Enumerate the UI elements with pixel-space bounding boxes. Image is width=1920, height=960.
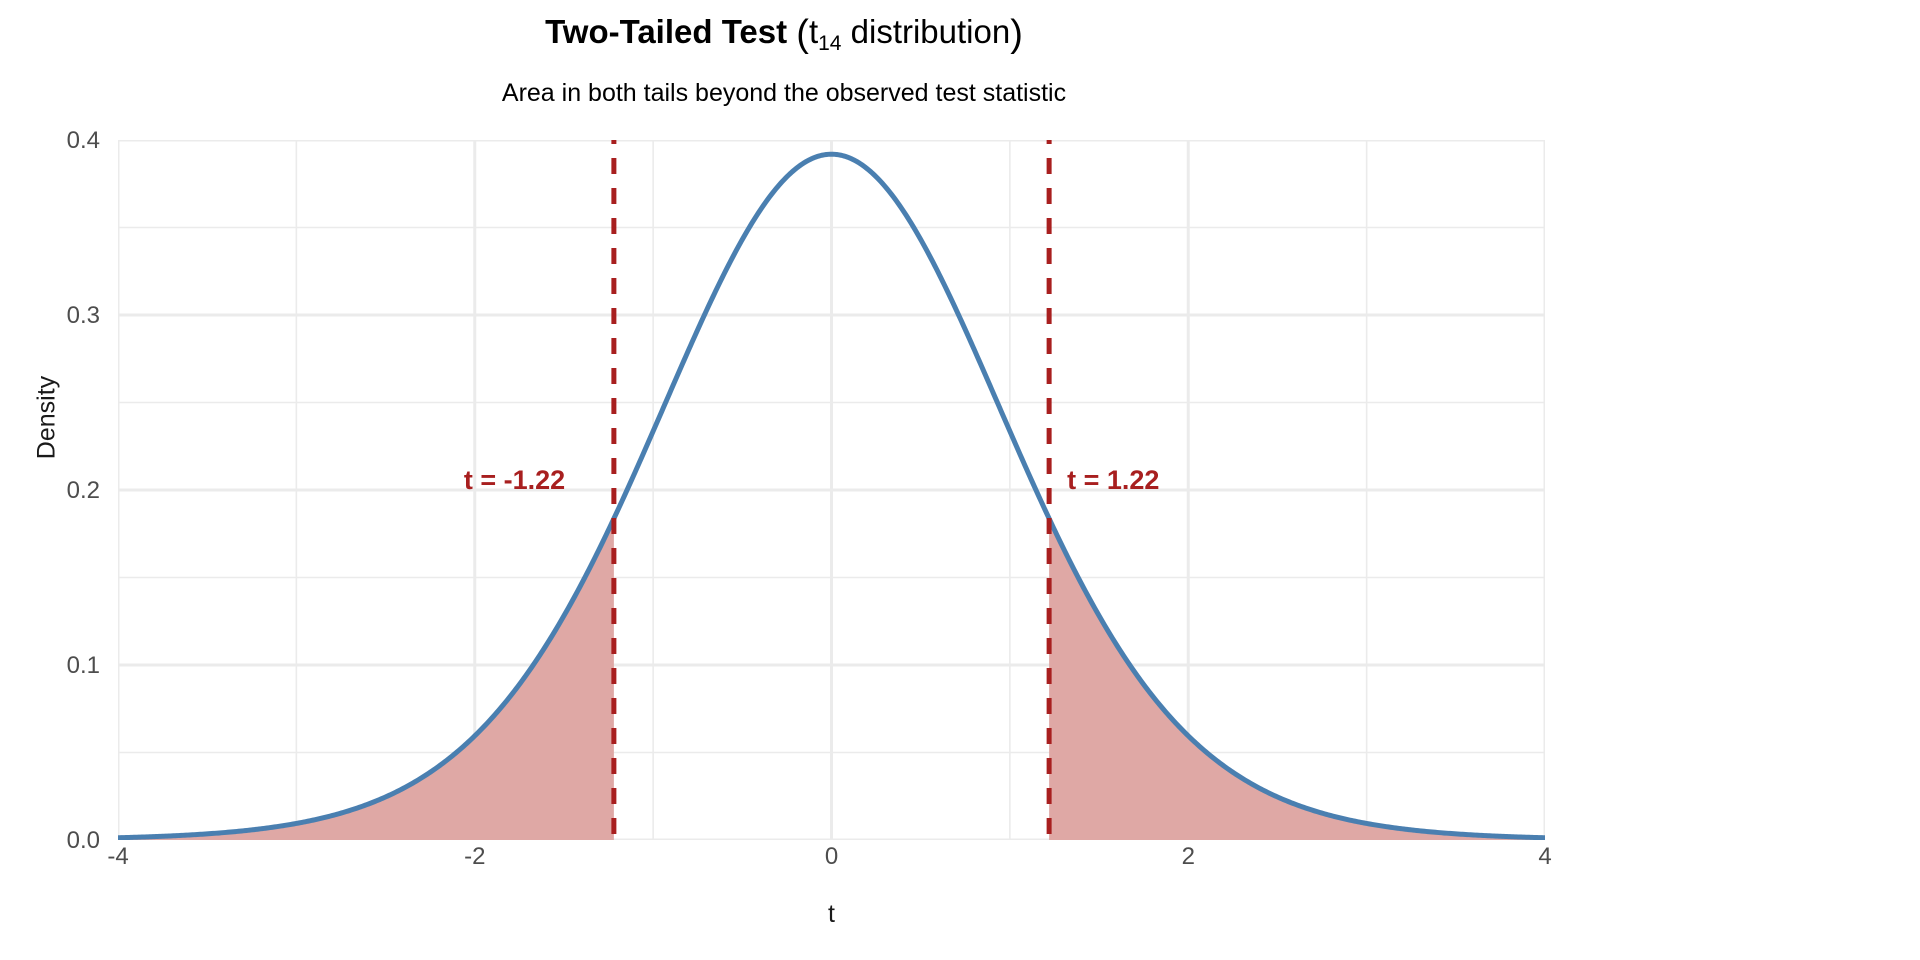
- x-tick-label: 4: [1538, 843, 1552, 870]
- chart-title-main: Two-Tailed Test: [545, 13, 788, 50]
- x-tick-label: 2: [1181, 843, 1195, 870]
- chart-title: Two-Tailed Test (t14 distribution): [0, 13, 1568, 56]
- density-curve: [118, 151, 1545, 840]
- plot-panel: [118, 140, 1545, 840]
- density-plot-svg: [118, 140, 1545, 840]
- chart-title-df: 14: [818, 32, 842, 55]
- annotation-right-cutoff: t = 1.22: [1067, 465, 1160, 495]
- y-tick-label: 0.0: [66, 827, 100, 854]
- y-tick-label: 0.1: [66, 652, 100, 679]
- shaded-tail-areas: [118, 518, 1545, 840]
- y-tick-label: 0.3: [66, 302, 100, 329]
- x-tick-label: 0: [824, 843, 839, 870]
- y-axis-tick-labels: 0.0 0.1 0.2 0.3 0.4: [28, 0, 100, 960]
- x-tick-label: -4: [107, 843, 129, 870]
- chart-title-dist-word: distribution: [841, 13, 1011, 50]
- chart-title-paren-open: (: [796, 13, 809, 55]
- cutoff-lines: [611, 140, 1052, 840]
- y-tick-label: 0.4: [66, 127, 100, 154]
- x-axis-title: t: [828, 900, 835, 928]
- chart-subtitle: Area in both tails beyond the observed t…: [501, 79, 1067, 107]
- gridlines-major: [118, 140, 1545, 840]
- x-tick-label: -2: [464, 843, 486, 870]
- x-axis-tick-labels: -4 -2 0 2 4: [0, 843, 1920, 883]
- annotation-left-cutoff: t = -1.22: [463, 465, 566, 495]
- chart-title-dist-symbol: t: [808, 13, 819, 50]
- y-tick-label: 0.2: [66, 477, 100, 504]
- chart-title-paren-close: ): [1010, 13, 1023, 55]
